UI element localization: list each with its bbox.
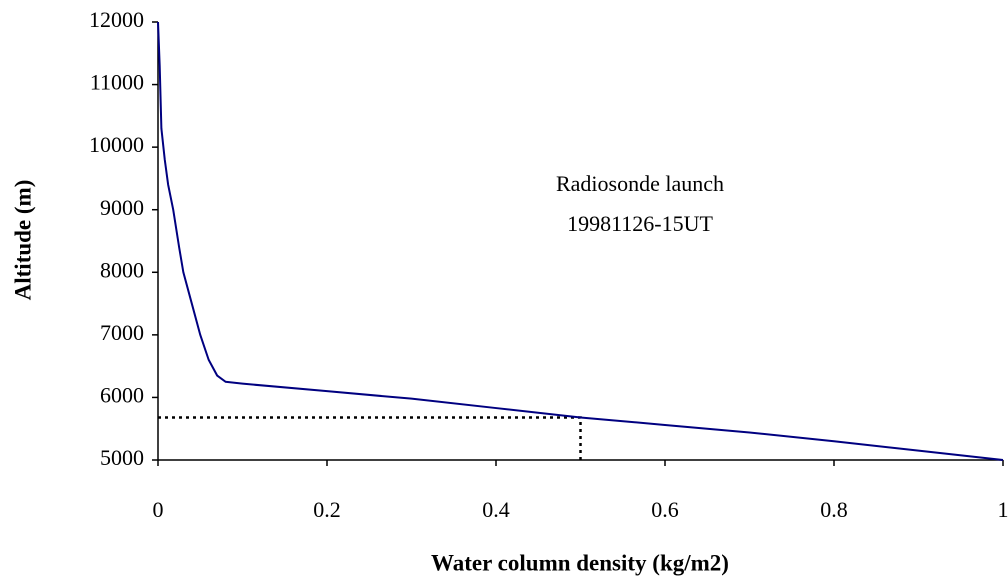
data-line xyxy=(157,21,1004,461)
x-tick-label: 0.6 xyxy=(651,497,679,522)
reference-line xyxy=(158,416,582,460)
y-tick-label: 10000 xyxy=(89,132,144,157)
x-tick-label: 0.4 xyxy=(482,497,510,522)
y-tick-label: 5000 xyxy=(100,445,144,470)
annotation: 19981126-15UT xyxy=(567,211,713,236)
y-tick-label: 8000 xyxy=(100,257,144,282)
x-tick-label: 0 xyxy=(153,497,164,522)
y-tick-label: 7000 xyxy=(100,320,144,345)
y-tick-label: 6000 xyxy=(100,382,144,407)
x-tick-label: 1 xyxy=(998,497,1008,522)
y-tick-label: 11000 xyxy=(90,70,144,95)
x-tick-label: 0.8 xyxy=(820,497,848,522)
annotation: Radiosonde launch xyxy=(556,171,724,196)
x-axis-title: Water column density (kg/m2) xyxy=(431,550,729,575)
x-tick-label: 0.2 xyxy=(313,497,341,522)
y-tick-label: 12000 xyxy=(89,7,144,32)
y-axis-title: Altitude (m) xyxy=(10,180,35,301)
y-tick-label: 9000 xyxy=(100,195,144,220)
